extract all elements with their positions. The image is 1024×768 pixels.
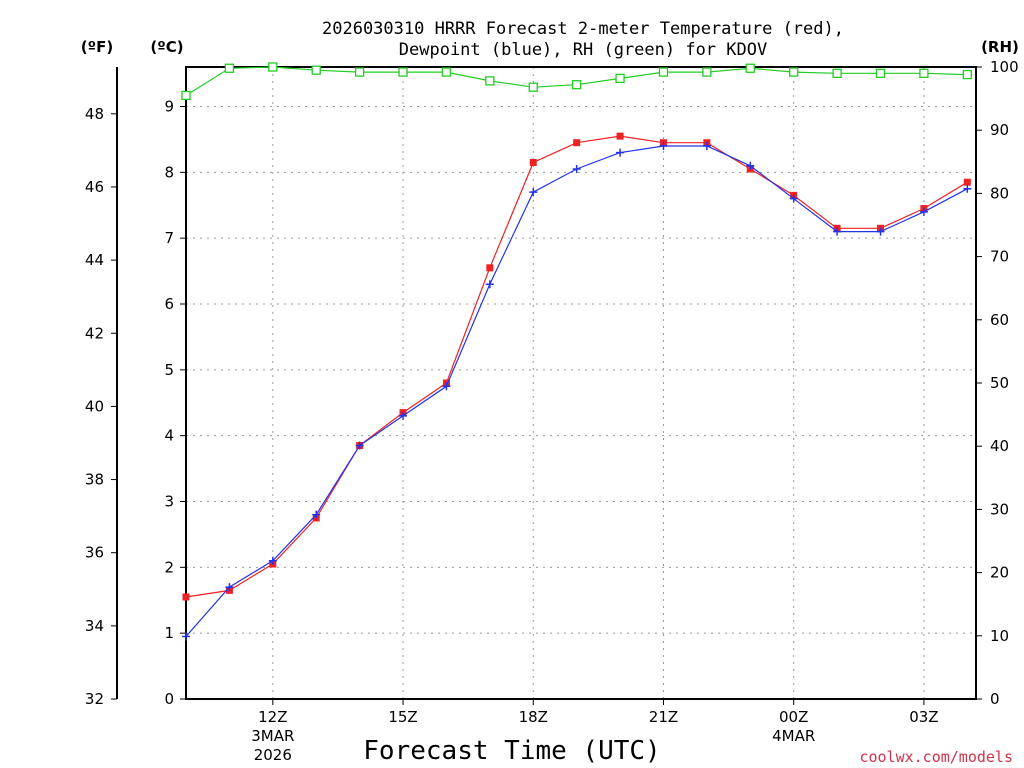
rh-unit-label: (RH) <box>981 38 1019 56</box>
fahrenheit-tick-label: 46 <box>85 178 104 196</box>
dewpoint-point <box>963 184 972 193</box>
rh-point <box>398 67 408 77</box>
celsius-tick-label: 2 <box>164 558 174 576</box>
x-tick-label: 21Z <box>649 708 678 726</box>
rh-point <box>528 82 538 92</box>
grid-lines <box>186 67 976 699</box>
fahrenheit-unit-label: (ºF) <box>81 38 113 56</box>
dewpoint-point <box>789 194 798 203</box>
rh-tick-label: 100 <box>990 58 1019 76</box>
fahrenheit-tick-label: 40 <box>85 397 104 415</box>
celsius-tick-label: 8 <box>164 163 174 181</box>
dewpoint-point <box>659 142 668 150</box>
rh-point <box>789 67 799 77</box>
rh-tick-label: 90 <box>990 121 1009 139</box>
dewpoint-point <box>833 227 842 236</box>
tick-labels: 0123456789323436384042444648010203040506… <box>85 58 1019 764</box>
celsius-tick-label: 7 <box>164 229 174 247</box>
celsius-tick-label: 0 <box>164 690 174 708</box>
rh-tick-label: 40 <box>990 437 1009 455</box>
rh-point <box>354 67 365 77</box>
rh-point <box>745 63 755 73</box>
rh-point <box>875 68 886 78</box>
dewpoint-point <box>268 556 277 565</box>
temperature-point <box>616 132 624 140</box>
dewpoint-point <box>746 161 755 170</box>
dewpoint-point <box>312 510 321 519</box>
rh-tick-label: 80 <box>990 184 1009 202</box>
rh-point <box>962 69 972 80</box>
dewpoint-point <box>225 583 234 592</box>
rh-tick-label: 20 <box>990 564 1009 582</box>
fahrenheit-tick-label: 42 <box>85 324 104 342</box>
dewpoint-point <box>876 227 885 236</box>
axes <box>111 66 982 705</box>
rh-point <box>615 73 625 84</box>
rh-tick-label: 70 <box>990 248 1009 266</box>
plot-frame <box>185 66 977 700</box>
rh-point <box>572 80 582 90</box>
rh-point <box>311 65 321 75</box>
chart-title-line2: Dewpoint (blue), RH (green) for KDOV <box>399 40 767 60</box>
dewpoint-line <box>185 145 968 637</box>
x-axis-title: Forecast Time (UTC) <box>363 736 660 766</box>
celsius-tick-label: 6 <box>164 295 174 313</box>
temperature-point <box>182 593 190 601</box>
credit-text: coolwx.com/models <box>859 748 1013 766</box>
x-tick-year: 2026 <box>254 746 292 764</box>
temperature-point <box>963 178 971 186</box>
fahrenheit-tick-label: 32 <box>85 690 104 708</box>
rh-point <box>181 90 191 101</box>
fahrenheit-tick-label: 38 <box>85 471 104 489</box>
celsius-tick-label: 5 <box>164 361 174 379</box>
x-tick-date: 4MAR <box>772 727 815 745</box>
fahrenheit-tick-label: 44 <box>85 251 104 269</box>
rh-tick-label: 60 <box>990 311 1009 329</box>
x-tick-label: 15Z <box>388 708 417 726</box>
rh-tick-label: 0 <box>990 690 1000 708</box>
x-tick-date: 3MAR <box>251 727 294 745</box>
celsius-tick-label: 1 <box>164 624 174 642</box>
rh-point <box>485 76 495 86</box>
fahrenheit-tick-label: 34 <box>85 617 104 635</box>
dewpoint-point <box>399 411 408 420</box>
dewpoint-point <box>572 165 581 174</box>
x-tick-label: 00Z <box>779 708 808 726</box>
dewpoint-point <box>702 142 711 150</box>
temperature-point <box>486 264 494 272</box>
dewpoint-point <box>529 188 538 197</box>
fahrenheit-tick-label: 36 <box>85 544 104 562</box>
dewpoint-point <box>919 207 928 216</box>
temperature-point <box>573 139 581 147</box>
rh-point <box>658 67 669 77</box>
dewpoint-point <box>355 441 364 450</box>
dewpoint-point <box>485 280 494 289</box>
x-tick-label: 12Z <box>258 708 287 726</box>
temperature-point <box>529 158 537 166</box>
celsius-tick-label: 9 <box>164 98 174 116</box>
x-tick-label: 03Z <box>909 708 938 726</box>
rh-point <box>268 62 278 72</box>
dewpoint-point <box>182 632 190 641</box>
celsius-tick-label: 4 <box>164 427 174 445</box>
rh-point <box>702 67 712 77</box>
dewpoint-point <box>442 382 451 391</box>
fahrenheit-tick-label: 48 <box>85 105 104 123</box>
rh-point <box>919 68 929 78</box>
rh-point <box>441 67 452 77</box>
celsius-unit-label: (ºC) <box>150 38 183 56</box>
data-series <box>181 62 972 641</box>
chart-title-line1: 2026030310 HRRR Forecast 2-meter Tempera… <box>322 19 844 39</box>
rh-tick-label: 50 <box>990 374 1009 392</box>
rh-tick-label: 10 <box>990 627 1009 645</box>
x-tick-label: 18Z <box>519 708 548 726</box>
rh-point <box>224 63 235 73</box>
rh-point <box>832 68 842 78</box>
rh-tick-label: 30 <box>990 500 1009 518</box>
celsius-tick-label: 3 <box>164 493 174 511</box>
dewpoint-point <box>616 148 625 157</box>
